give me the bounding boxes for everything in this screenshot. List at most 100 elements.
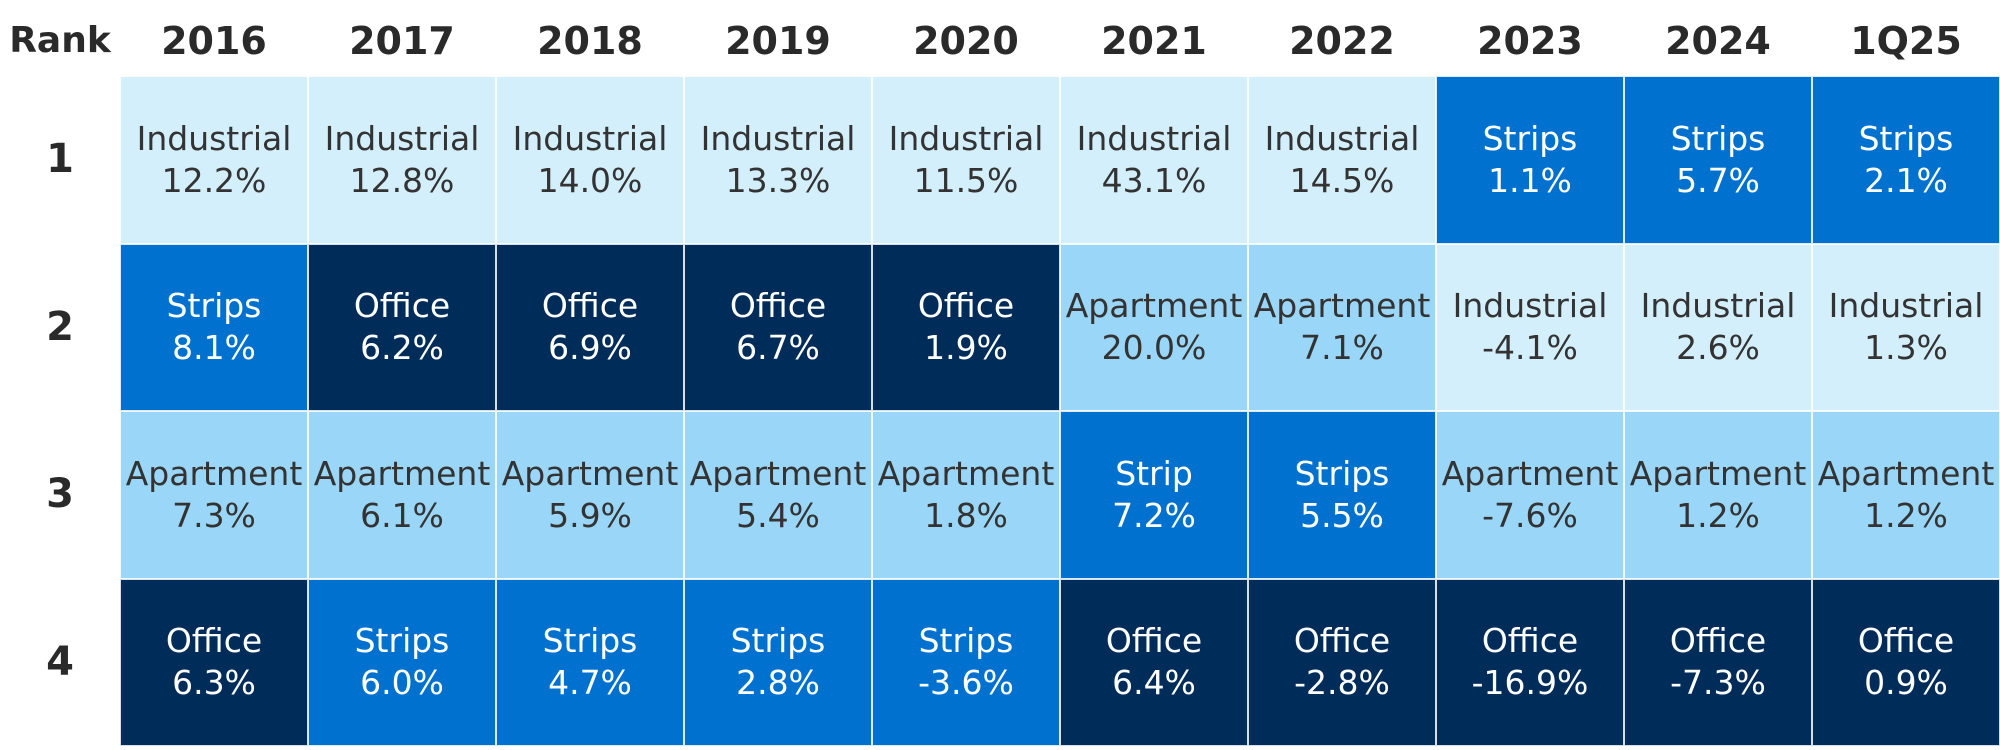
cell-value-label: 7.3%	[172, 495, 256, 535]
column-header-2020: 2020	[913, 19, 1019, 63]
cell-2023-rank-1: Strips 1.1%	[1436, 76, 1624, 244]
cell-sector-label: Strips	[1670, 118, 1766, 158]
cell-value-label: 12.8%	[349, 160, 455, 200]
cell-sector-label: Apartment	[1629, 453, 1807, 493]
cell-2019-rank-4: Strips 2.8%	[684, 578, 872, 746]
column-header-2022: 2022	[1289, 19, 1395, 63]
cell-1q25-rank-2: Industrial 1.3%	[1812, 243, 2000, 411]
cell-sector-label: Office	[917, 286, 1015, 326]
cell-value-label: 20.0%	[1101, 328, 1207, 368]
rank-label-4: 4	[46, 638, 74, 685]
cell-sector-label: Strips	[166, 286, 262, 326]
corner-rank-label: Rank	[9, 20, 111, 61]
cell-value-label: -4.1%	[1482, 328, 1578, 368]
cell-2018-rank-4: Strips 4.7%	[496, 578, 684, 746]
cell-2023-rank-4: Office -16.9%	[1436, 578, 1624, 746]
cell-sector-label: Office	[1105, 621, 1203, 661]
cell-sector-label: Office	[1293, 621, 1391, 661]
cell-1q25-rank-4: Office 0.9%	[1812, 578, 2000, 746]
cell-value-label: 12.2%	[161, 160, 267, 200]
cell-2024-rank-4: Office -7.3%	[1624, 578, 1812, 746]
cell-2021-rank-2: Apartment 20.0%	[1060, 243, 1248, 411]
rank-label-3: 3	[46, 471, 74, 517]
cell-sector-label: Industrial	[1452, 286, 1608, 326]
cell-sector-label: Industrial	[700, 118, 856, 158]
cell-sector-label: Strips	[918, 621, 1014, 661]
cell-2024-rank-3: Apartment 1.2%	[1624, 411, 1812, 579]
cell-value-label: -16.9%	[1471, 663, 1589, 703]
cell-2022-rank-4: Office -2.8%	[1248, 578, 1436, 746]
cell-2020-rank-2: Office 1.9%	[872, 243, 1060, 411]
cell-value-label: 6.0%	[360, 663, 444, 703]
cell-2022-rank-3: Strips 5.5%	[1248, 411, 1436, 579]
column-header-2016: 2016	[161, 19, 267, 63]
cell-sector-label: Office	[541, 286, 639, 326]
cell-value-label: 14.0%	[537, 160, 643, 200]
cell-2016-rank-1: Industrial 12.2%	[120, 76, 308, 244]
cell-2023-rank-3: Apartment -7.6%	[1436, 411, 1624, 579]
cell-2021-rank-4: Office 6.4%	[1060, 578, 1248, 746]
cell-sector-label: Strips	[730, 621, 826, 661]
cell-2016-rank-2: Strips 8.1%	[120, 243, 308, 411]
column-header-2018: 2018	[537, 19, 643, 63]
cell-2024-rank-1: Strips 5.7%	[1624, 76, 1812, 244]
cell-sector-label: Industrial	[1640, 286, 1796, 326]
cell-value-label: 1.2%	[1676, 495, 1760, 535]
cell-sector-label: Apartment	[1253, 286, 1431, 326]
cell-sector-label: Industrial	[512, 118, 668, 158]
cell-value-label: 7.2%	[1112, 495, 1196, 535]
cell-2021-rank-3: Strip 7.2%	[1060, 411, 1248, 579]
cell-sector-label: Apartment	[689, 453, 867, 493]
cell-sector-label: Industrial	[888, 118, 1044, 158]
cell-2019-rank-2: Office 6.7%	[684, 243, 872, 411]
cell-2020-rank-3: Apartment 1.8%	[872, 411, 1060, 579]
cell-2017-rank-3: Apartment 6.1%	[308, 411, 496, 579]
cell-2020-rank-1: Industrial 11.5%	[872, 76, 1060, 244]
cell-value-label: 6.3%	[172, 663, 256, 703]
cell-2023-rank-2: Industrial -4.1%	[1436, 243, 1624, 411]
cell-sector-label: Office	[1669, 621, 1767, 661]
cell-value-label: -2.8%	[1294, 663, 1390, 703]
cell-value-label: 6.4%	[1112, 663, 1196, 703]
cell-2016-rank-4: Office 6.3%	[120, 578, 308, 746]
cell-sector-label: Strips	[1294, 453, 1390, 493]
column-header-2019: 2019	[725, 19, 831, 63]
cell-sector-label: Strip	[1115, 453, 1193, 493]
cell-sector-label: Industrial	[1076, 118, 1232, 158]
cell-value-label: 1.3%	[1864, 328, 1948, 368]
cell-value-label: 5.4%	[736, 495, 820, 535]
cell-2019-rank-3: Apartment 5.4%	[684, 411, 872, 579]
cell-2017-rank-2: Office 6.2%	[308, 243, 496, 411]
cell-sector-label: Industrial	[1264, 118, 1420, 158]
cell-2017-rank-1: Industrial 12.8%	[308, 76, 496, 244]
cell-sector-label: Apartment	[1441, 453, 1619, 493]
rank-label-2: 2	[46, 303, 74, 350]
cell-sector-label: Strips	[1482, 118, 1578, 158]
cell-sector-label: Office	[1481, 621, 1579, 661]
cell-value-label: 7.1%	[1300, 328, 1384, 368]
cell-2018-rank-1: Industrial 14.0%	[496, 76, 684, 244]
cell-value-label: 43.1%	[1101, 160, 1207, 200]
cell-value-label: 6.2%	[360, 328, 444, 368]
cell-value-label: 14.5%	[1289, 160, 1395, 200]
cell-2020-rank-4: Strips -3.6%	[872, 578, 1060, 746]
cell-value-label: 8.1%	[172, 328, 256, 368]
cell-sector-label: Apartment	[501, 453, 679, 493]
cell-value-label: 2.6%	[1676, 328, 1760, 368]
column-header-2024: 2024	[1665, 19, 1771, 63]
cell-sector-label: Industrial	[1828, 286, 1984, 326]
cell-value-label: -7.3%	[1670, 663, 1766, 703]
cell-value-label: -7.6%	[1482, 495, 1578, 535]
cell-sector-label: Apartment	[313, 453, 491, 493]
cell-sector-label: Office	[165, 621, 263, 661]
cell-value-label: 0.9%	[1864, 663, 1948, 703]
cell-value-label: 6.7%	[736, 328, 820, 368]
cell-value-label: 11.5%	[913, 160, 1019, 200]
cell-2022-rank-2: Apartment 7.1%	[1248, 243, 1436, 411]
cell-value-label: 6.1%	[360, 495, 444, 535]
cell-sector-label: Strips	[354, 621, 450, 661]
cell-sector-label: Industrial	[136, 118, 292, 158]
cell-sector-label: Office	[353, 286, 451, 326]
cell-sector-label: Strips	[1858, 118, 1954, 158]
cell-value-label: 2.8%	[736, 663, 820, 703]
